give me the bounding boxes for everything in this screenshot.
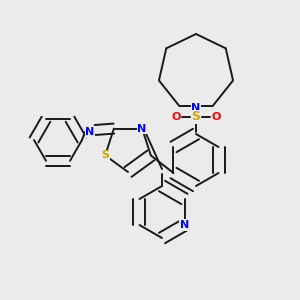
Text: S: S xyxy=(191,110,200,124)
Text: N: N xyxy=(191,103,201,113)
Text: N: N xyxy=(85,127,94,137)
Text: S: S xyxy=(101,150,109,161)
Text: N: N xyxy=(180,220,189,230)
Text: N: N xyxy=(137,124,147,134)
Text: O: O xyxy=(171,112,181,122)
Text: O: O xyxy=(211,112,221,122)
